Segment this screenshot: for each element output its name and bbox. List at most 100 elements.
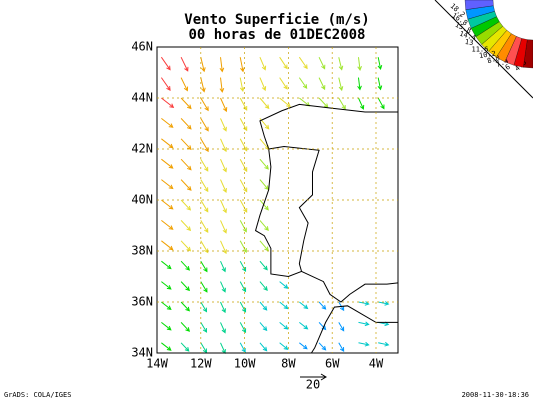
wind-arrow bbox=[239, 179, 248, 193]
wind-arrow bbox=[378, 117, 387, 121]
wind-arrow bbox=[220, 240, 227, 255]
colorbar-label: 6 bbox=[504, 63, 512, 72]
wind-arrow bbox=[319, 219, 328, 223]
wind-arrow bbox=[259, 281, 268, 291]
wind-arrow bbox=[220, 322, 226, 334]
wind-arrow bbox=[298, 56, 308, 70]
wind-arrow bbox=[318, 77, 326, 91]
coast-line bbox=[254, 103, 398, 303]
wind-arrow bbox=[220, 97, 228, 113]
wind-arrow bbox=[161, 322, 172, 331]
wind-arrow bbox=[377, 97, 385, 110]
wind-arrow bbox=[200, 220, 209, 233]
wind-arrow bbox=[378, 239, 388, 243]
wind-arrow bbox=[220, 199, 227, 214]
wind-arrow bbox=[259, 179, 269, 191]
wind-arrow bbox=[319, 239, 329, 243]
wind-arrow bbox=[338, 342, 345, 352]
wind-arrow bbox=[339, 116, 349, 120]
wind-arrow bbox=[279, 301, 289, 310]
wind-arrow bbox=[280, 116, 290, 120]
wind-arrow bbox=[358, 301, 370, 306]
wind-arrow bbox=[239, 240, 247, 253]
wind-arrow bbox=[239, 77, 245, 92]
wind-arrow bbox=[161, 220, 174, 230]
wind-arrow bbox=[319, 157, 329, 161]
lat-label: 40N bbox=[131, 193, 153, 207]
wind-arrow bbox=[358, 321, 370, 327]
wind-arrow bbox=[358, 239, 367, 243]
wind-arrow bbox=[358, 198, 368, 202]
wind-arrow bbox=[299, 279, 309, 283]
lat-label: 34N bbox=[131, 346, 153, 360]
wind-arrow bbox=[299, 116, 309, 120]
wind-arrow bbox=[239, 342, 246, 353]
wind-vectors bbox=[160, 56, 390, 354]
wind-arrow bbox=[180, 322, 191, 332]
wind-arrow bbox=[358, 260, 367, 264]
wind-arrow bbox=[299, 219, 309, 223]
wind-arrow bbox=[239, 57, 245, 73]
wind-arrow bbox=[378, 280, 388, 284]
wind-arrow bbox=[358, 341, 370, 347]
wind-arrow bbox=[339, 177, 348, 181]
wind-arrow bbox=[180, 179, 192, 191]
wind-arrow bbox=[200, 97, 209, 112]
wind-arrow bbox=[161, 240, 174, 251]
wind-arrow bbox=[200, 342, 208, 354]
wind-arrow bbox=[378, 301, 390, 306]
wind-arrow bbox=[318, 97, 329, 109]
coast-line bbox=[268, 145, 320, 272]
lon-label: 10W bbox=[234, 357, 256, 371]
wind-arrow bbox=[220, 118, 227, 132]
wind-arrow bbox=[220, 301, 226, 314]
wind-arrow bbox=[220, 281, 226, 293]
lon-label: 4W bbox=[369, 357, 384, 371]
wind-arrow bbox=[378, 177, 388, 181]
wind-arrow bbox=[279, 97, 291, 108]
wind-arrow bbox=[200, 322, 208, 333]
wind-arrow bbox=[378, 137, 388, 141]
wind-arrow bbox=[378, 198, 387, 202]
wind-arrow bbox=[219, 77, 225, 93]
coastline bbox=[254, 103, 398, 354]
colorbar-edge bbox=[434, 0, 533, 99]
wind-arrow bbox=[319, 199, 328, 203]
wind-arrow bbox=[180, 281, 191, 292]
wind-arrow bbox=[378, 341, 390, 347]
wind-arrow bbox=[239, 199, 248, 213]
colorbar-label: 10.2 bbox=[478, 50, 496, 60]
wind-arrow bbox=[161, 199, 174, 210]
wind-arrow bbox=[180, 77, 189, 92]
wind-arrow bbox=[378, 157, 388, 161]
lon-label: 6W bbox=[325, 357, 340, 371]
wind-arrow bbox=[161, 342, 172, 351]
wind-arrow bbox=[200, 118, 209, 132]
wind-arrow bbox=[339, 136, 349, 140]
wind-arrow bbox=[161, 118, 174, 128]
wind-arrow bbox=[200, 301, 208, 313]
wind-arrow bbox=[259, 322, 268, 332]
wind-arrow bbox=[279, 281, 289, 289]
wind-arrow bbox=[259, 220, 269, 231]
wind-arrow bbox=[239, 301, 247, 313]
wind-arrow bbox=[180, 158, 192, 171]
wind-arrow bbox=[200, 240, 209, 254]
wind-arrow bbox=[180, 118, 192, 130]
colorbar-label: 11.6 bbox=[472, 45, 489, 53]
wind-arrow bbox=[377, 57, 383, 70]
wind-arrow bbox=[279, 77, 288, 90]
title-line1: Vento Superficie (m/s) bbox=[184, 12, 369, 28]
wind-arrow bbox=[279, 342, 289, 351]
wind-arrow bbox=[220, 138, 227, 153]
wind-arrow bbox=[239, 281, 247, 293]
wind-arrow bbox=[161, 260, 172, 270]
wind-arrow bbox=[220, 260, 226, 273]
wind-arrow bbox=[220, 179, 227, 193]
wind-arrow bbox=[200, 77, 206, 93]
colorbar-label: 13 bbox=[464, 38, 473, 47]
wind-arrow bbox=[358, 280, 368, 284]
wind-arrow bbox=[219, 57, 225, 73]
wind-arrow bbox=[299, 322, 309, 330]
